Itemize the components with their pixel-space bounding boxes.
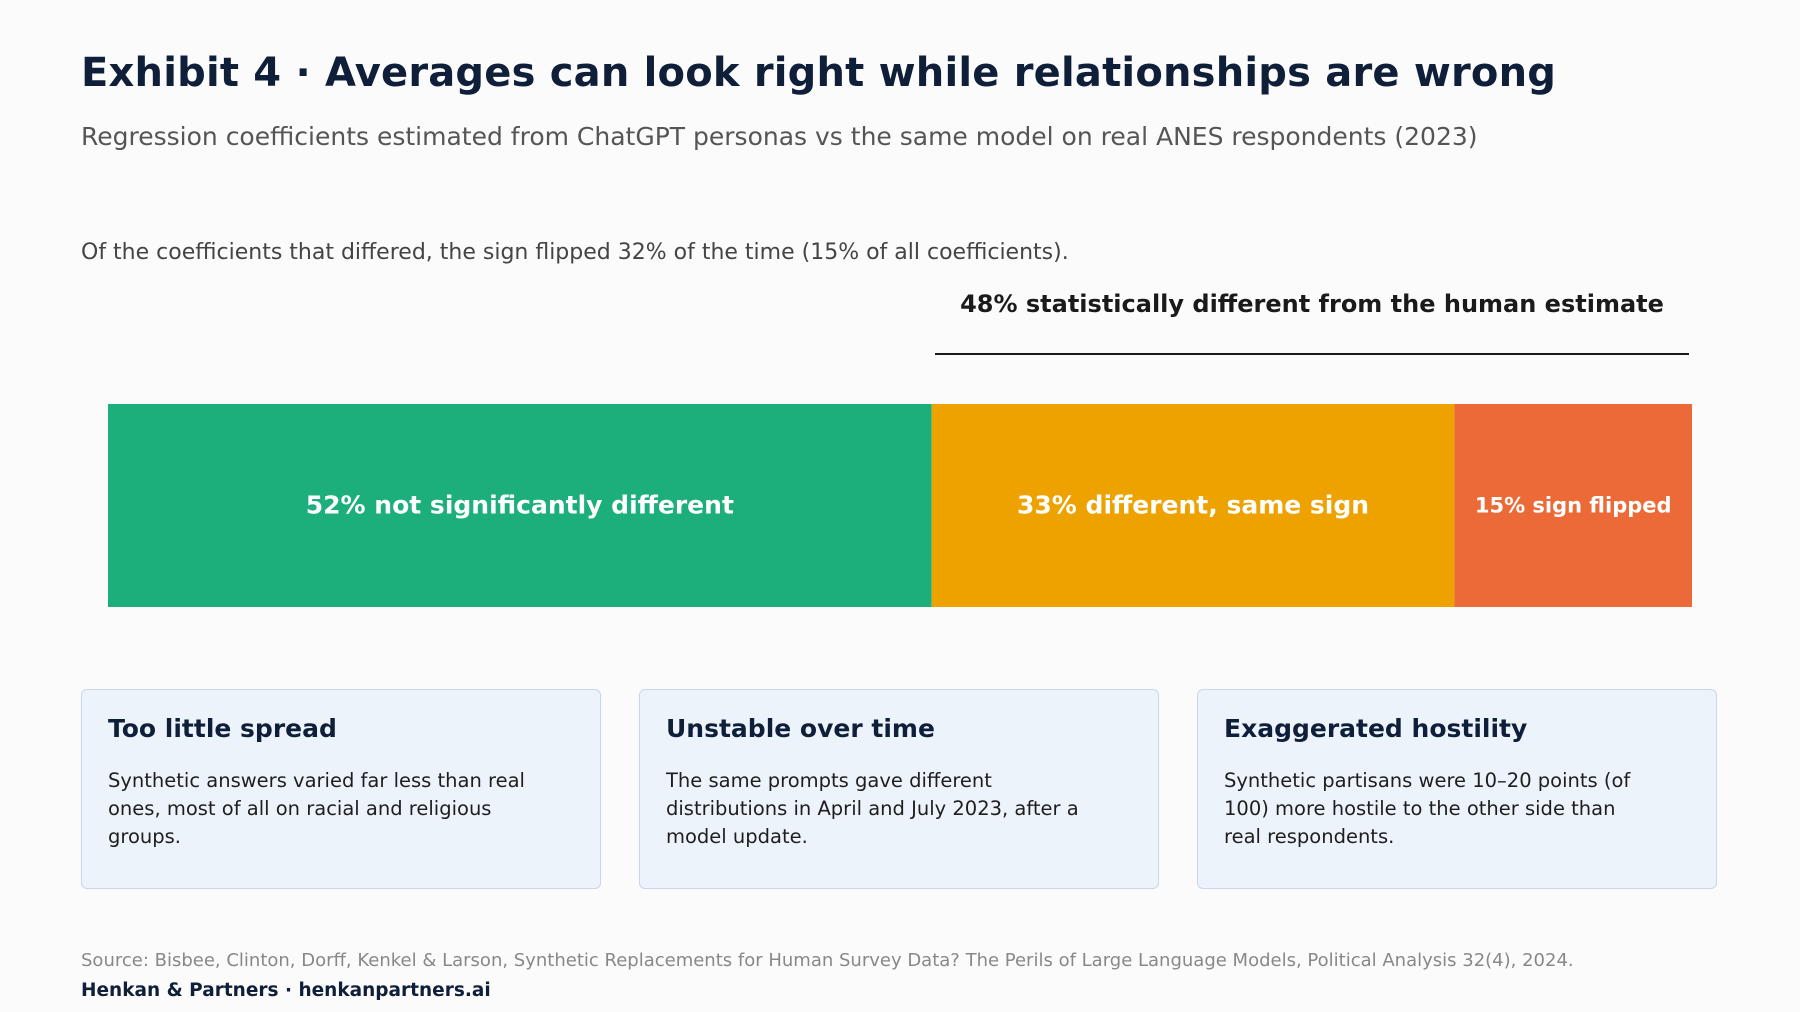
card-unstable-over-time: Unstable over time The same prompts gave… (639, 689, 1159, 889)
chart-note: Of the coefficients that differed, the s… (81, 240, 1069, 265)
brand-footer: Henkan & Partners · henkanpartners.ai (81, 980, 491, 1001)
bar-segment-1 (108, 404, 932, 607)
bar-segment-3 (1454, 404, 1692, 607)
card-title: Too little spread (108, 714, 337, 743)
bracket-line (935, 353, 1689, 355)
page-subtitle: Regression coefficients estimated from C… (81, 122, 1478, 151)
card-exaggerated-hostility: Exaggerated hostility Synthetic partisan… (1197, 689, 1717, 889)
card-title: Exaggerated hostility (1224, 714, 1528, 743)
card-body: The same prompts gave different distribu… (666, 769, 1079, 848)
card-body: Synthetic answers varied far less than r… (108, 769, 525, 848)
bar-segment-label-3: 15% sign flipped (1475, 494, 1672, 518)
bracket-label: 48% statistically different from the hum… (960, 290, 1664, 318)
card-too-little-spread: Too little spread Synthetic answers vari… (81, 689, 601, 889)
bar-segment-label-2: 33% different, same sign (1017, 491, 1369, 520)
stacked-bar-chart: 52% not significantly different 33% diffe… (108, 404, 1692, 607)
card-body: Synthetic partisans were 10–20 points (o… (1224, 769, 1631, 848)
bar-segment-2 (931, 404, 1455, 607)
page-title: Exhibit 4 · Averages can look right whil… (81, 50, 1557, 96)
card-title: Unstable over time (666, 714, 935, 743)
source-citation: Source: Bisbee, Clinton, Dorff, Kenkel &… (81, 950, 1574, 971)
bar-segment-label-1: 52% not significantly different (306, 491, 734, 520)
